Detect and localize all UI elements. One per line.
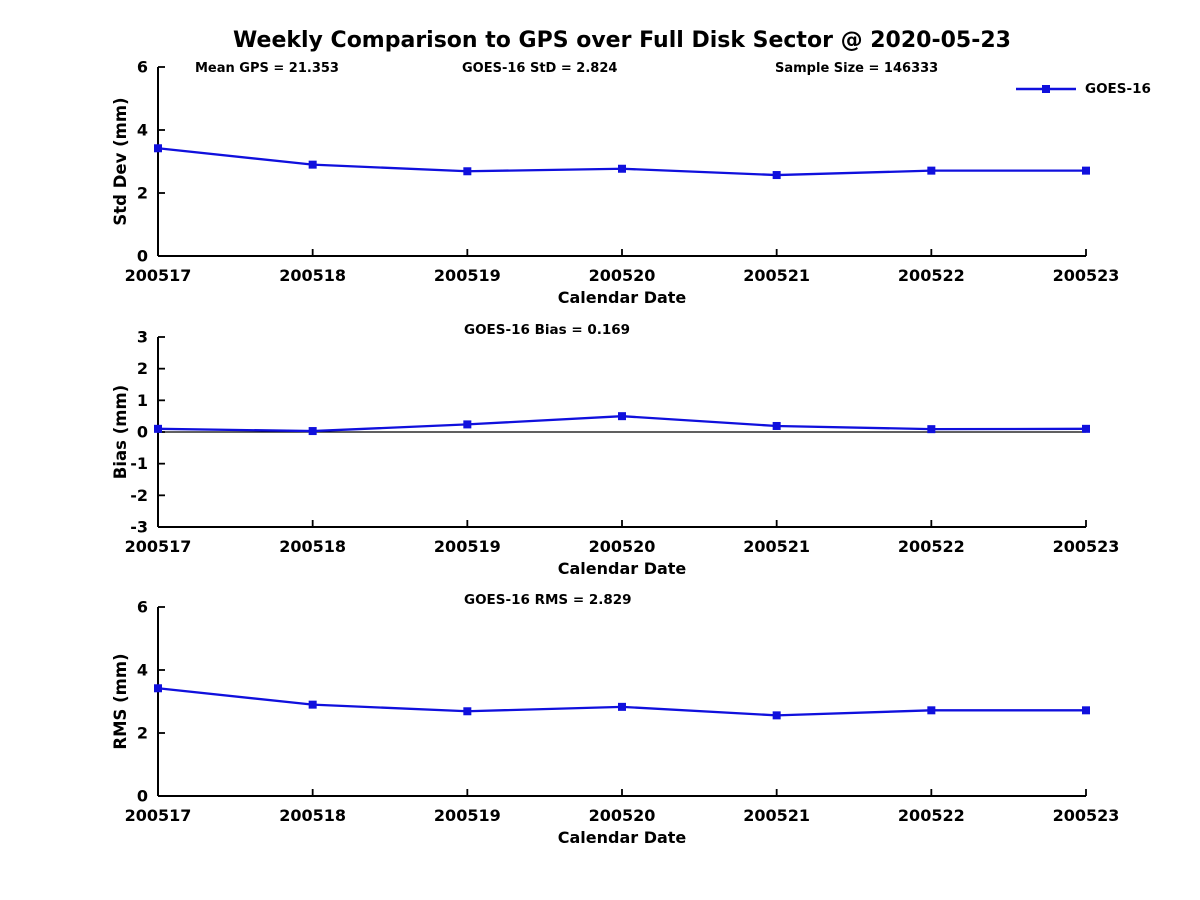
x-tick-label: 200522 <box>898 537 965 556</box>
legend-label: GOES-16 <box>1085 81 1151 97</box>
data-point-marker <box>927 166 936 175</box>
y-tick-label: -3 <box>130 518 148 537</box>
x-tick-label: 200517 <box>125 537 192 556</box>
subplot-std-dev: 200517 200518 200519 200520 200521 200522 2005… <box>111 58 1119 308</box>
data-point-marker <box>463 420 472 429</box>
data-point-marker <box>463 167 472 176</box>
data-point-marker <box>1082 166 1090 175</box>
x-tick-label: 200517 <box>125 266 192 285</box>
data-point-marker <box>772 421 781 430</box>
x-tick-label: 200519 <box>434 537 501 556</box>
x-tick-label: 200519 <box>434 266 501 285</box>
annotation-sample-size: Sample Size = 146333 <box>775 61 939 76</box>
x-tick-label: 200518 <box>279 806 346 825</box>
y-tick-label: 6 <box>137 598 148 617</box>
annotation-goes16-std: GOES-16 StD = 2.824 <box>462 61 618 76</box>
y-axis-label: RMS (mm) <box>111 653 130 749</box>
y-tick-label: -1 <box>130 454 148 473</box>
y-tick-label: 0 <box>137 787 148 806</box>
y-tick-label: 0 <box>137 247 148 266</box>
x-tick-label: 200520 <box>589 266 656 285</box>
annotation-mean-gps: Mean GPS = 21.353 <box>195 61 339 76</box>
x-axis-label: Calendar Date <box>558 288 687 307</box>
data-point-marker <box>154 144 162 153</box>
y-tick-label: 2 <box>137 724 148 743</box>
subplot-title: GOES-16 RMS = 2.829 <box>464 592 632 608</box>
y-tick-label: 6 <box>137 58 148 77</box>
x-tick-label: 200520 <box>589 806 656 825</box>
data-point-marker <box>463 707 472 716</box>
data-point-marker <box>618 412 626 421</box>
y-tick-label: 2 <box>137 184 148 203</box>
data-point-marker <box>1082 424 1090 433</box>
data-point-marker <box>618 702 626 711</box>
y-tick-label: -2 <box>130 486 148 505</box>
series-line <box>157 687 1086 717</box>
subplot-bias: 200517 200518 200519 200520 200521 200522 2005… <box>111 322 1119 578</box>
x-tick-label: 200521 <box>743 266 810 285</box>
data-point-marker <box>154 684 162 693</box>
x-tick-label: 200517 <box>125 806 192 825</box>
y-tick-label: 3 <box>137 328 148 347</box>
y-axis-label: Bias (mm) <box>111 385 130 479</box>
x-tick-label: 200523 <box>1053 537 1120 556</box>
y-tick-label: 2 <box>137 359 148 378</box>
y-tick-label: 4 <box>137 661 148 680</box>
legend-line-marker-icon <box>1016 85 1076 93</box>
y-tick-label: 4 <box>137 121 148 140</box>
y-tick-label: 1 <box>137 391 148 410</box>
data-point-marker <box>927 706 936 715</box>
data-point-marker <box>308 427 317 436</box>
legend: GOES-16 <box>1014 80 1151 98</box>
y-axis-label: Std Dev (mm) <box>111 97 130 225</box>
x-axis-label: Calendar Date <box>558 828 687 847</box>
x-tick-label: 200518 <box>279 266 346 285</box>
data-point-marker <box>308 160 317 169</box>
x-tick-label: 200523 <box>1053 266 1120 285</box>
data-point-marker <box>1082 706 1090 715</box>
x-axis-label: Calendar Date <box>558 559 687 578</box>
data-point-marker <box>308 700 317 709</box>
chart-title: Weekly Comparison to GPS over Full Disk … <box>233 28 1011 53</box>
x-tick-label: 200523 <box>1053 806 1120 825</box>
x-tick-label: 200522 <box>898 266 965 285</box>
x-tick-label: 200521 <box>743 806 810 825</box>
y-tick-label: 0 <box>137 423 148 442</box>
data-point-marker <box>772 711 781 720</box>
x-tick-label: 200520 <box>589 537 656 556</box>
data-point-marker <box>772 171 781 180</box>
subplot-title: GOES-16 Bias = 0.169 <box>464 322 630 338</box>
x-tick-label: 200519 <box>434 806 501 825</box>
data-point-marker <box>618 164 626 173</box>
x-tick-label: 200521 <box>743 537 810 556</box>
x-tick-label: 200518 <box>279 537 346 556</box>
data-point-marker <box>154 424 162 433</box>
data-point-marker <box>927 425 936 434</box>
x-tick-label: 200522 <box>898 806 965 825</box>
subplot-rms: 200517 200518 200519 200520 200521 200522 2005… <box>111 592 1119 847</box>
